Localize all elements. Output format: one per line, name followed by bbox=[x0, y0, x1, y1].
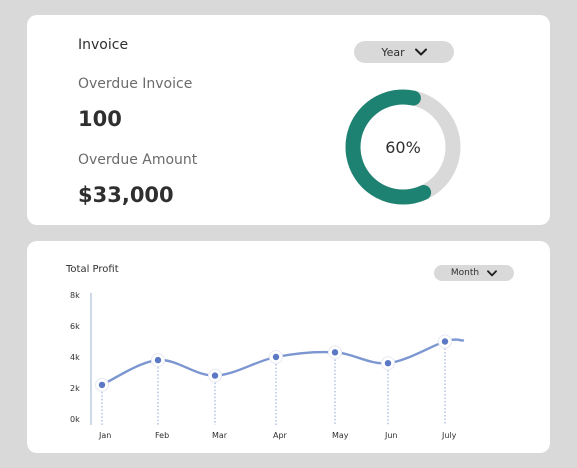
y-tick-label: 0k bbox=[70, 415, 80, 424]
y-tick-label: 4k bbox=[70, 353, 80, 362]
year-dropdown[interactable]: Year bbox=[354, 41, 454, 63]
y-tick-label: 2k bbox=[70, 384, 80, 393]
chevron-down-icon bbox=[487, 269, 498, 277]
data-point-july bbox=[441, 338, 449, 345]
x-tick-label: Apr bbox=[273, 431, 288, 440]
progress-arc bbox=[345, 89, 461, 205]
month-dropdown[interactable]: Month bbox=[434, 265, 514, 281]
overdue-invoice-label: Overdue Invoice bbox=[78, 76, 193, 92]
overdue-invoice-value: 100 bbox=[78, 107, 122, 131]
x-tick-label: May bbox=[332, 431, 349, 440]
overdue-progress-ring bbox=[345, 89, 461, 205]
data-point-apr bbox=[272, 353, 280, 361]
overdue-amount-label: Overdue Amount bbox=[78, 152, 198, 168]
x-tick-label: Feb bbox=[155, 431, 169, 440]
profit-card: 0k 2k 4k 6k 8k Jan Feb Mar Apr May Jun July Total P… bbox=[27, 241, 550, 453]
profit-line-chart: 0k 2k 4k 6k 8k Jan Feb Mar Apr May Jun July bbox=[70, 291, 465, 440]
x-tick-label: Jun bbox=[384, 431, 398, 440]
data-point-mar bbox=[211, 372, 219, 379]
y-tick-label: 8k bbox=[70, 291, 80, 300]
data-point-feb bbox=[154, 356, 162, 364]
profit-title: Total Profit bbox=[66, 264, 119, 275]
x-tick-label: Jan bbox=[98, 431, 111, 440]
progress-percentage: 60% bbox=[385, 137, 421, 157]
year-dropdown-label: Year bbox=[381, 45, 405, 59]
y-tick-label: 6k bbox=[70, 322, 80, 331]
data-point-may bbox=[331, 349, 339, 356]
invoice-title: Invoice bbox=[78, 37, 129, 53]
invoice-card: Invoice Overdue Invoice 100 Overdue Amou… bbox=[27, 15, 550, 225]
x-tick-label: July bbox=[441, 431, 457, 440]
data-point-jan bbox=[98, 381, 106, 389]
x-tick-label: Mar bbox=[212, 431, 228, 440]
month-dropdown-label: Month bbox=[450, 268, 480, 278]
chevron-down-icon bbox=[414, 48, 427, 56]
overdue-amount-value: $33,000 bbox=[78, 183, 174, 207]
data-point-jun bbox=[384, 360, 392, 367]
